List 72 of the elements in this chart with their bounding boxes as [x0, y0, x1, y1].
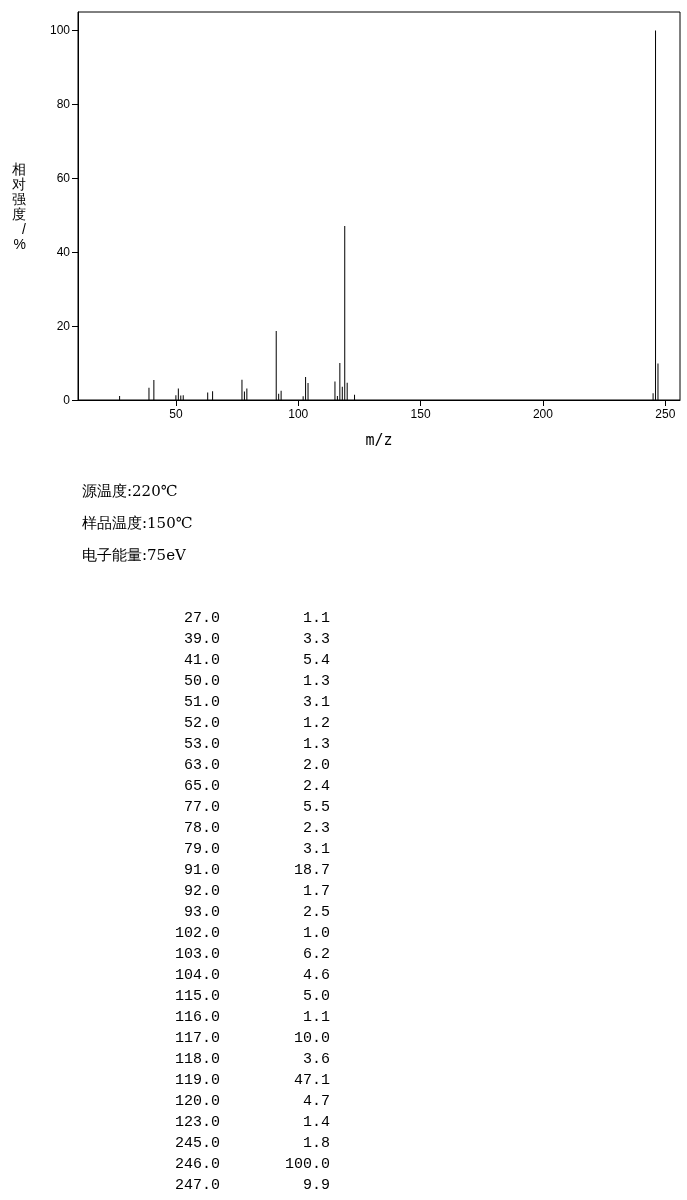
category-label: 119.0: [174, 1071, 220, 1091]
category-label: 120.0: [174, 1092, 220, 1112]
data-label: 5.0: [302, 987, 330, 1007]
category-label: 245.0: [174, 1134, 220, 1154]
data-label: 3.1: [302, 693, 330, 713]
category-label: 117.0: [174, 1029, 220, 1049]
data-label: 1.1: [302, 609, 330, 629]
data-label: 1.1: [302, 1008, 330, 1028]
data-label: 1.7: [302, 882, 330, 902]
y-axis-title: 相对强度/%: [12, 160, 27, 252]
category-label: 79.0: [183, 840, 220, 860]
y-tick-label: 40: [56, 245, 71, 260]
x-tick-label: 100: [288, 407, 309, 421]
data-label: 4.6: [302, 966, 330, 986]
data-label: 2.0: [302, 756, 330, 776]
category-label: 91.0: [183, 861, 220, 881]
category-label: 102.0: [174, 924, 220, 944]
category-label: 118.0: [174, 1050, 220, 1070]
category-label: 53.0: [183, 735, 220, 755]
data-label: 9.9: [302, 1176, 330, 1196]
data-label: 3.3: [302, 630, 330, 650]
data-label: 1.0: [302, 924, 330, 944]
category-label: 123.0: [174, 1113, 220, 1133]
text: 电子能量:75eV: [82, 546, 187, 566]
category-label: 93.0: [183, 903, 220, 923]
data-label: 5.4: [302, 651, 330, 671]
y-tick-label: 100: [49, 23, 71, 38]
category-label: 41.0: [183, 651, 220, 671]
data-label: 2.4: [302, 777, 330, 797]
data-label: 3.1: [302, 840, 330, 860]
data-label: 1.4: [302, 1113, 330, 1133]
y-tick-label: 80: [56, 97, 71, 112]
x-tick-label: 250: [655, 407, 676, 421]
data-label: 1.8: [302, 1134, 330, 1154]
category-label: 52.0: [183, 714, 220, 734]
data-label: 6.2: [302, 945, 330, 965]
category-label: 50.0: [183, 672, 220, 692]
y-tick-label: 20: [56, 319, 71, 334]
x-tick-label: 150: [410, 407, 431, 421]
data-label: 2.5: [302, 903, 330, 923]
data-label: 5.5: [302, 798, 330, 818]
data-label: 1.3: [302, 735, 330, 755]
data-label: 1.2: [302, 714, 330, 734]
data-label: 47.1: [293, 1071, 330, 1091]
data-label: 100.0: [284, 1155, 330, 1175]
category-label: 246.0: [174, 1155, 220, 1175]
category-label: 27.0: [183, 609, 220, 629]
category-label: 247.0: [174, 1176, 220, 1196]
category-label: 51.0: [183, 693, 220, 713]
y-tick-label: 60: [56, 171, 71, 186]
data-label: 1.3: [302, 672, 330, 692]
x-tick-label: 50: [169, 407, 183, 421]
text: 源温度:220℃: [82, 482, 179, 502]
category-label: 65.0: [183, 777, 220, 797]
data-label: 4.7: [302, 1092, 330, 1112]
category-label: 104.0: [174, 966, 220, 986]
data-label: 10.0: [293, 1029, 330, 1049]
x-tick-label: 200: [532, 407, 554, 421]
category-label: 115.0: [174, 987, 220, 1007]
y-tick-label: 0: [63, 393, 71, 407]
text: 样品温度:150℃: [82, 514, 194, 534]
data-label: 18.7: [293, 861, 330, 881]
category-label: 77.0: [183, 798, 220, 818]
x-axis-title: m/z: [365, 430, 393, 449]
data-label: 3.6: [302, 1050, 330, 1070]
category-label: 92.0: [183, 882, 220, 902]
data-label: 2.3: [302, 819, 330, 839]
category-label: 63.0: [183, 756, 220, 776]
category-label: 116.0: [174, 1008, 220, 1028]
category-label: 103.0: [174, 945, 220, 965]
category-label: 39.0: [183, 630, 220, 650]
category-label: 78.0: [183, 819, 220, 839]
